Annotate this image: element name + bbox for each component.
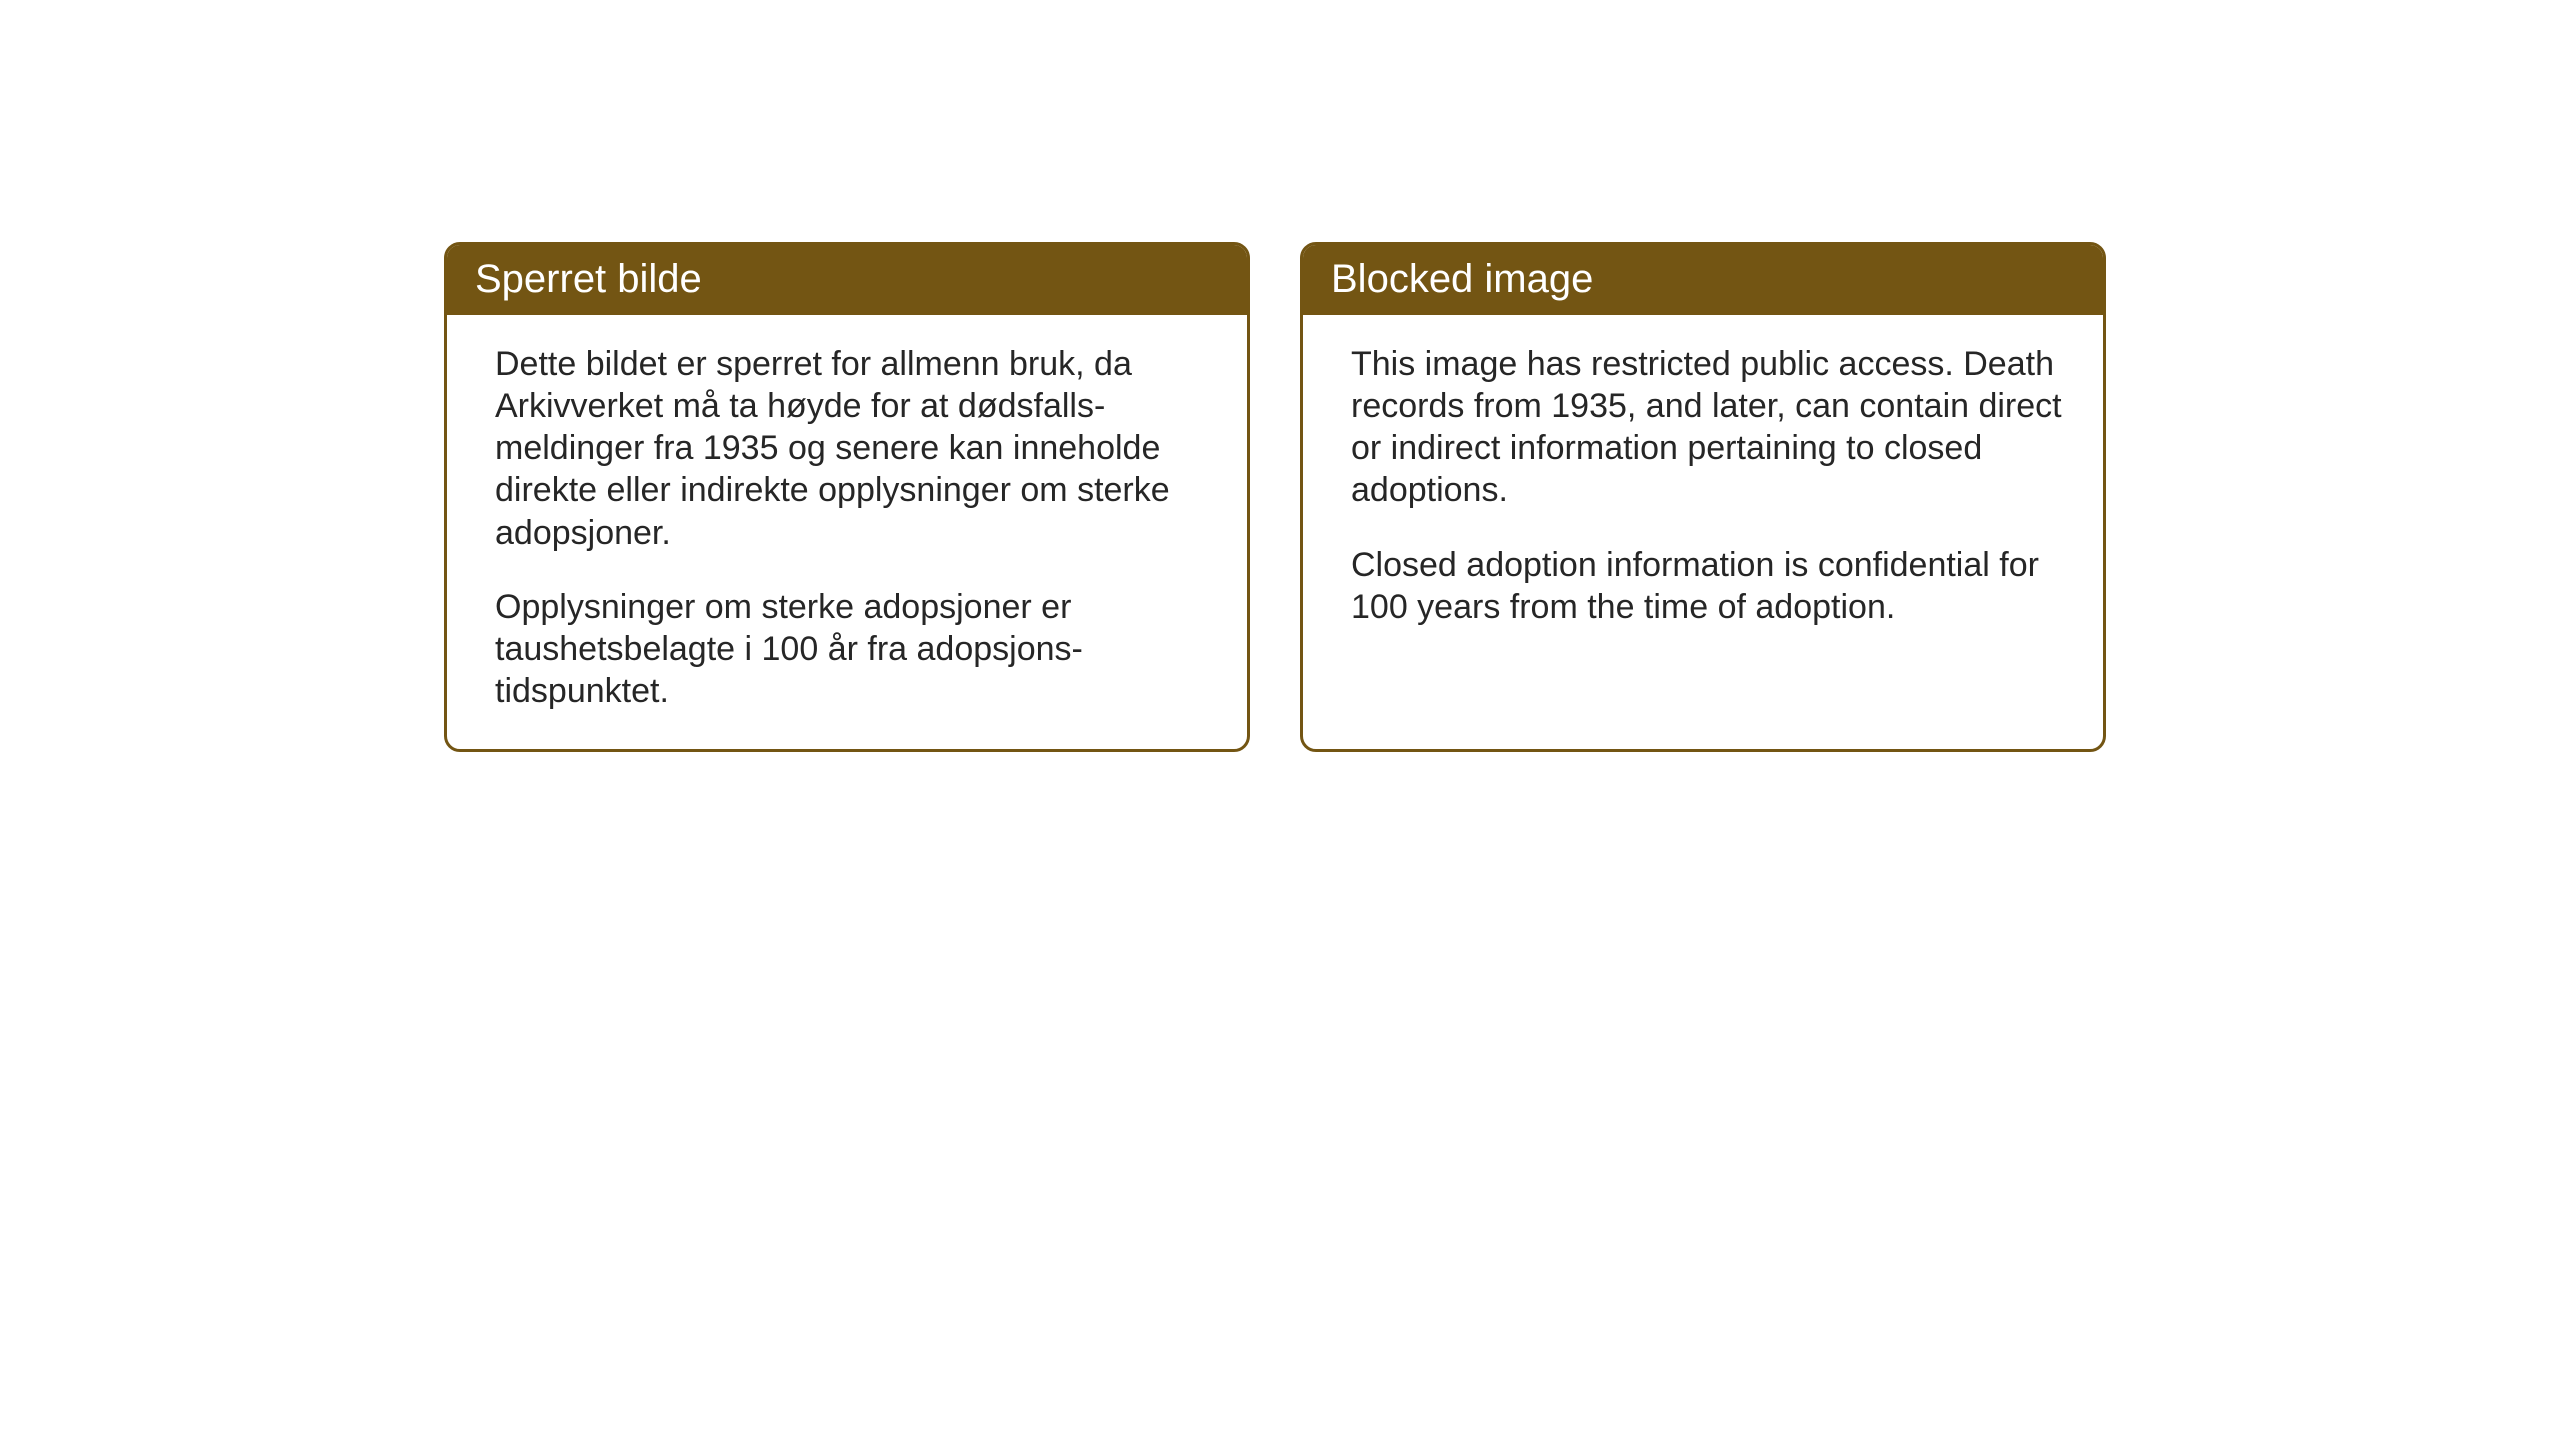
paragraph-english-1: This image has restricted public access.… [1351, 343, 2063, 512]
card-header-norwegian: Sperret bilde [447, 245, 1247, 315]
notice-card-english: Blocked image This image has restricted … [1300, 242, 2106, 752]
paragraph-english-2: Closed adoption information is confident… [1351, 544, 2063, 628]
card-body-norwegian: Dette bildet er sperret for allmenn bruk… [447, 315, 1247, 752]
notice-card-norwegian: Sperret bilde Dette bildet er sperret fo… [444, 242, 1250, 752]
paragraph-norwegian-2: Opplysninger om sterke adopsjoner er tau… [495, 586, 1207, 712]
paragraph-norwegian-1: Dette bildet er sperret for allmenn bruk… [495, 343, 1207, 554]
notice-container: Sperret bilde Dette bildet er sperret fo… [444, 242, 2106, 752]
card-title-english: Blocked image [1331, 257, 1593, 301]
card-header-english: Blocked image [1303, 245, 2103, 315]
card-title-norwegian: Sperret bilde [475, 257, 702, 301]
card-body-english: This image has restricted public access.… [1303, 315, 2103, 668]
